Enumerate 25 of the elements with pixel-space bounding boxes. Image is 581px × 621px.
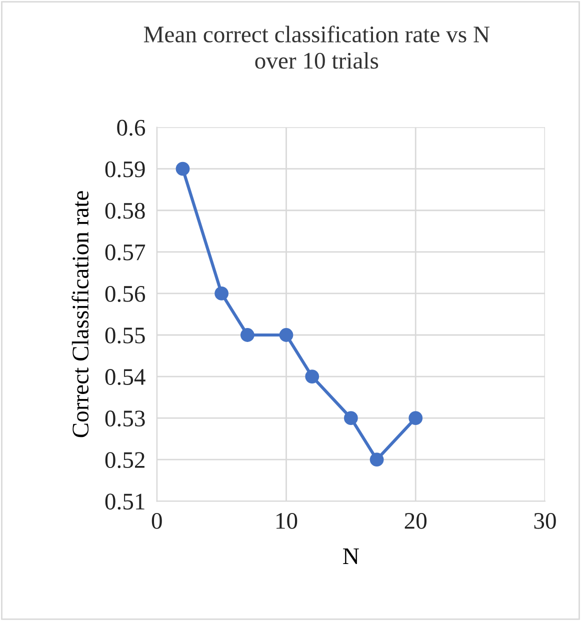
x-tick-label: 0 bbox=[152, 512, 162, 529]
y-tick-label: 0.59 bbox=[105, 161, 145, 178]
y-tick-label: 0.53 bbox=[105, 410, 145, 427]
point bbox=[370, 452, 384, 467]
x-tick-label: 20 bbox=[404, 512, 427, 529]
x-axis-title: N bbox=[343, 548, 359, 564]
y-tick-label: 0.58 bbox=[105, 202, 145, 219]
y-tick-label: 0.6 bbox=[117, 120, 146, 136]
point bbox=[344, 411, 358, 426]
y-tick-label: 0.56 bbox=[105, 286, 146, 302]
x-tick-label: 30 bbox=[534, 512, 556, 529]
point bbox=[214, 286, 228, 300]
point bbox=[305, 370, 320, 384]
y-tick-label: 0.57 bbox=[105, 244, 146, 260]
point bbox=[279, 328, 294, 342]
point bbox=[176, 162, 190, 176]
y-tick-label: 0.54 bbox=[105, 369, 146, 386]
x-tick-label: 10 bbox=[276, 512, 298, 529]
y-tick-label: 0.51 bbox=[105, 494, 144, 510]
y-tick-label: 0.52 bbox=[105, 452, 144, 468]
point bbox=[240, 328, 254, 342]
chart-title: Mean correct classification rate vs N over 10 trials bbox=[144, 26, 490, 69]
y-tick-label: 0.55 bbox=[105, 327, 145, 344]
y-axis-title: Correct Classification rate bbox=[72, 191, 89, 438]
point bbox=[408, 411, 423, 426]
